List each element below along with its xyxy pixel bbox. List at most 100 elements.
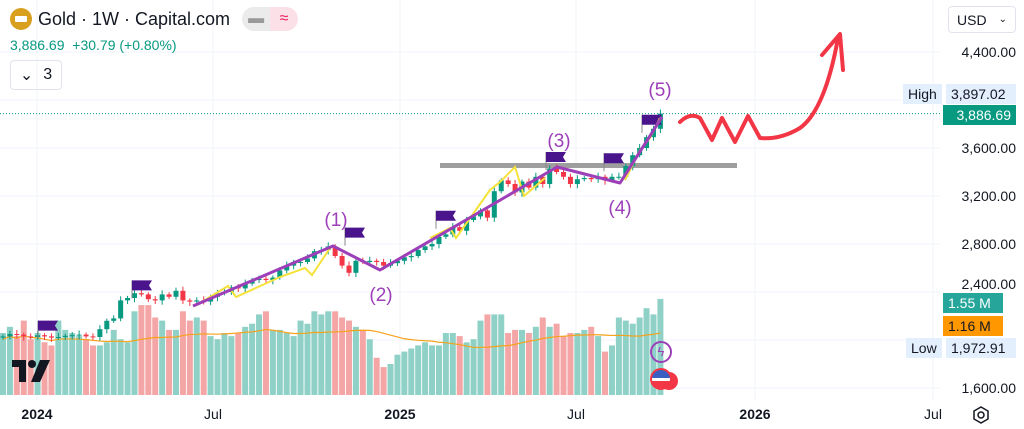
candle — [588, 178, 594, 180]
volume-bar — [463, 342, 470, 395]
high-value: 3,897.02 — [946, 84, 1016, 104]
sub-wave-line — [194, 247, 331, 307]
candle — [242, 283, 248, 289]
candle — [76, 334, 82, 336]
time-tick: Jul — [567, 406, 585, 422]
volume-bar — [602, 351, 609, 395]
volume-bar — [96, 345, 103, 395]
price-tick: 3,600.00 — [961, 140, 1017, 156]
volume-bar — [484, 314, 491, 395]
volume-bar — [55, 320, 62, 395]
currency-value: USD — [957, 11, 987, 28]
volume-bar — [505, 333, 512, 395]
time-tick: Jul — [924, 406, 942, 422]
price-tick: 1,600.00 — [961, 380, 1017, 396]
volume-bar — [103, 342, 110, 395]
volume-bar — [498, 314, 505, 395]
price-tick: 4,400.00 — [961, 44, 1017, 60]
volume-bar — [186, 320, 193, 395]
candle — [408, 256, 414, 258]
elliott-wave-line — [192, 116, 664, 308]
candle — [152, 299, 158, 301]
tradingview-logo-icon[interactable] — [12, 360, 50, 382]
candle — [21, 334, 27, 337]
volume-bar — [560, 336, 567, 395]
volume-bar — [117, 339, 124, 395]
volume-bar — [574, 333, 581, 395]
volume-bar — [256, 314, 263, 395]
candle — [471, 216, 477, 220]
candle — [477, 210, 483, 217]
sub-wave-line — [429, 165, 546, 240]
volume-bar — [228, 336, 235, 395]
settings-icon[interactable] — [971, 405, 991, 425]
candle — [28, 336, 34, 338]
candle — [55, 337, 61, 338]
volume-bar — [387, 364, 394, 395]
volume-bar — [124, 342, 131, 395]
flag-marker — [38, 320, 58, 331]
chevron-down-icon: ⌄ — [998, 14, 1007, 25]
lightning-event-icon[interactable]: ϟ — [650, 341, 672, 363]
status-pill[interactable]: ▬ ≈ — [242, 7, 299, 31]
wave-label: (5) — [648, 80, 672, 101]
candle — [443, 234, 449, 237]
volume-bar — [415, 345, 422, 395]
candle — [180, 290, 186, 301]
flag-marker — [604, 153, 624, 164]
volume-bar — [269, 329, 276, 395]
candle — [104, 320, 110, 330]
candle — [457, 227, 463, 231]
us-flag-event-icon[interactable] — [650, 368, 672, 390]
candle — [111, 318, 117, 321]
volume-bar — [262, 311, 269, 395]
candle — [616, 176, 622, 178]
candle — [42, 335, 48, 337]
volume-bar — [179, 311, 186, 395]
volume-bar — [276, 329, 283, 395]
volume-bar — [235, 333, 242, 395]
volume-bar — [297, 320, 304, 395]
last-price-tag: 3,886.69 — [943, 105, 1016, 125]
candle — [270, 277, 276, 280]
candle — [48, 336, 54, 338]
candle — [346, 265, 352, 273]
approx-icon[interactable]: ≈ — [270, 7, 299, 31]
wave-label: (1) — [324, 210, 348, 231]
candle — [429, 244, 435, 247]
indicators-toggle-button[interactable]: ⌄ 3 — [10, 60, 62, 90]
candle — [69, 335, 75, 337]
volume-ma-tag: 1.16 M — [943, 316, 1003, 336]
candle — [401, 257, 407, 261]
candle — [436, 236, 442, 244]
candle — [304, 258, 310, 262]
candle — [62, 335, 68, 337]
price-change: +30.79 (+0.80%) — [72, 37, 177, 53]
volume-bar — [546, 326, 553, 395]
candle — [173, 290, 179, 297]
volume-tag: 1.55 M — [943, 293, 1003, 313]
price-tick: 2,400.00 — [961, 276, 1017, 292]
quote-line: 3,886.69 +30.79 (+0.80%) — [10, 37, 177, 53]
volume-bar — [401, 351, 408, 395]
minus-icon[interactable]: ▬ — [242, 7, 271, 31]
volume-bar — [145, 305, 152, 395]
candle — [277, 270, 283, 278]
last-price: 3,886.69 — [10, 37, 65, 53]
gold-logo-icon — [10, 8, 32, 30]
currency-select[interactable]: USD ⌄ — [948, 6, 1016, 33]
wave-label: (2) — [369, 285, 393, 306]
volume-bar — [380, 367, 387, 395]
volume-bar — [470, 339, 477, 395]
candle — [118, 300, 124, 319]
symbol-title[interactable]: Gold · 1W · Capital.com — [38, 8, 231, 29]
flag-marker — [345, 227, 365, 238]
volume-bar — [249, 323, 256, 395]
volume-bar — [89, 345, 96, 395]
volume-bar — [325, 311, 332, 395]
candle — [581, 178, 587, 180]
volume-bar — [76, 336, 83, 395]
volume-bar — [83, 339, 90, 395]
candle — [263, 278, 269, 280]
